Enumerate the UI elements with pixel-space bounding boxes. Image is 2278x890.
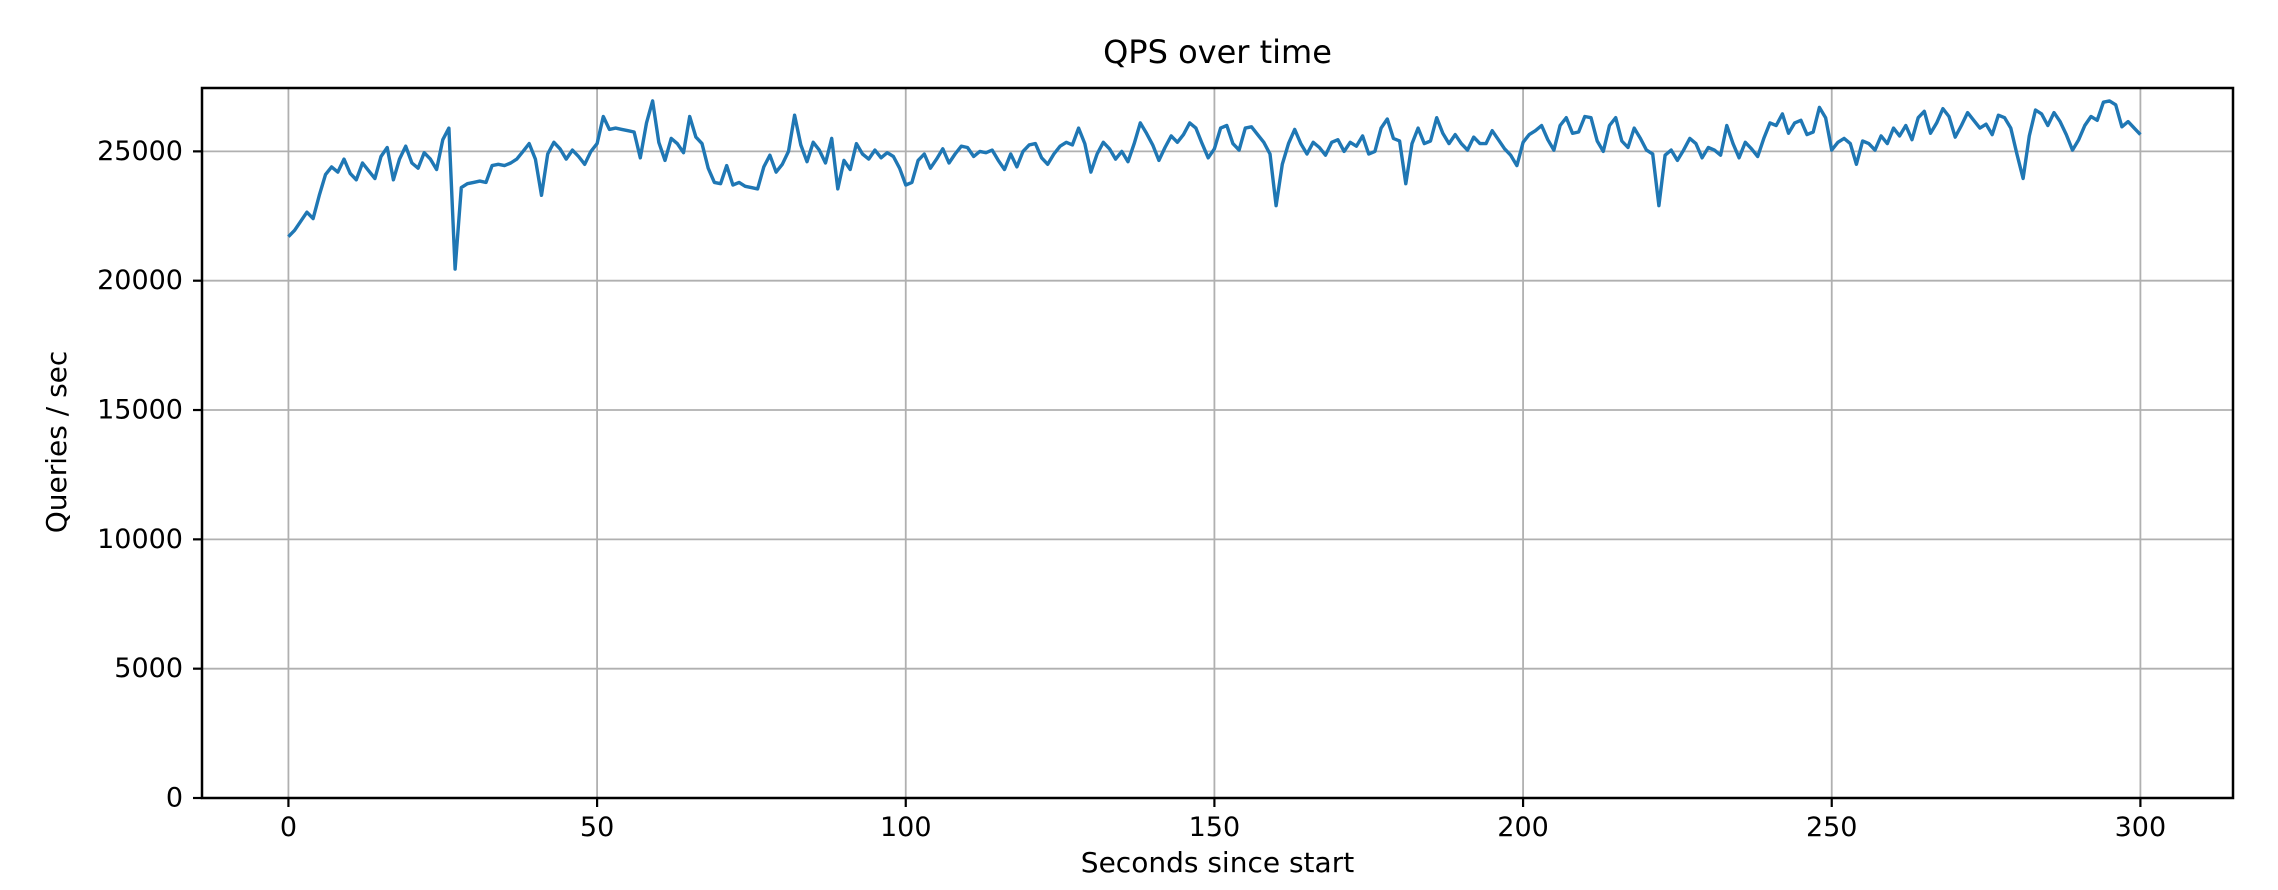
tick-label-y-25000: 25000 xyxy=(97,136,183,167)
tick-label-x-0: 0 xyxy=(280,812,297,843)
tick-label-y-20000: 20000 xyxy=(97,265,183,296)
tick-label-x-150: 150 xyxy=(1189,812,1241,843)
series-line-qps xyxy=(287,99,2142,271)
x-axis-label: Seconds since start xyxy=(1080,846,1355,879)
tick-label-x-200: 200 xyxy=(1497,812,1549,843)
tick-label-x-250: 250 xyxy=(1806,812,1858,843)
tick-label-y-10000: 10000 xyxy=(97,524,183,555)
axes-spines xyxy=(200,86,2235,800)
tick-label-y-0: 0 xyxy=(166,783,183,814)
tick-label-y-15000: 15000 xyxy=(97,395,183,426)
tick-label-y-5000: 5000 xyxy=(114,653,183,684)
chart-title: QPS over time xyxy=(1103,33,1332,71)
tick-label-x-50: 50 xyxy=(580,812,614,843)
tick-label-x-300: 300 xyxy=(2115,812,2167,843)
tick-label-x-100: 100 xyxy=(880,812,932,843)
y-axis-label: Queries / sec xyxy=(40,350,73,534)
